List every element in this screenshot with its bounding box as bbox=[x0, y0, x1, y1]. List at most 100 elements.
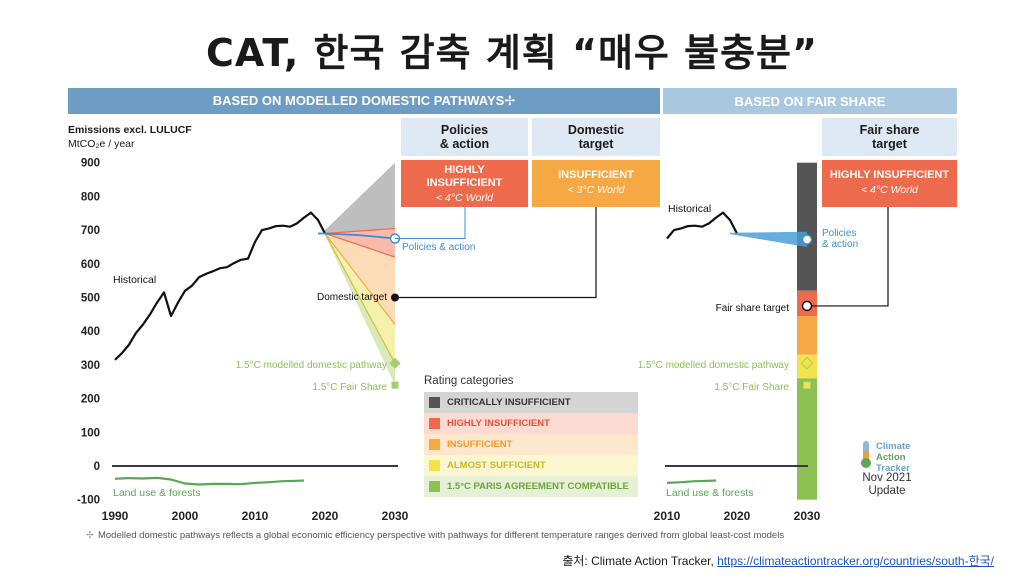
update-date: Nov 2021 Update bbox=[854, 472, 920, 498]
fair-share-banner: BASED ON FAIR SHARE bbox=[663, 88, 957, 114]
fairshare-rating-box: HIGHLY INSUFFICIENT < 4°C World bbox=[822, 160, 957, 207]
policies-rating-label: HIGHLY INSUFFICIENT bbox=[426, 164, 503, 189]
page-title: CAT, 한국 감축 계획 “매우 불충분” bbox=[206, 31, 818, 75]
source-prefix: 출처: Climate Action Tracker, bbox=[562, 554, 718, 568]
domestic-rating-box: INSUFFICIENT < 3°C World bbox=[532, 160, 660, 207]
y-tick-label: 700 bbox=[81, 225, 100, 237]
y-tick-label: 300 bbox=[81, 360, 100, 372]
y-tick-label: 100 bbox=[81, 427, 100, 439]
domestic-target-point bbox=[391, 293, 399, 302]
fair-share-label: 1.5°C Fair Share bbox=[312, 382, 387, 393]
fair-share-segment bbox=[797, 316, 817, 355]
legend-label: ALMOST SUFFICIENT bbox=[447, 460, 546, 471]
modelled-pathway-point bbox=[389, 357, 401, 369]
cat-logo-text: Climate Action Tracker bbox=[876, 441, 910, 474]
x-tick-label: 2030 bbox=[382, 509, 409, 523]
historical-label: Historical bbox=[113, 274, 156, 286]
fair-share-segment bbox=[797, 162, 817, 291]
y-tick-label: 200 bbox=[81, 394, 100, 406]
domestic-rating-label: INSUFFICIENT bbox=[558, 169, 634, 181]
legend-swatch bbox=[429, 397, 440, 408]
legend-item: CRITICALLY INSUFFICIENT bbox=[424, 392, 638, 413]
x-tick-label: 2010 bbox=[654, 509, 681, 523]
range-boundary bbox=[324, 233, 396, 364]
fair-share-label: 1.5°C Fair Share bbox=[714, 382, 789, 393]
domestic-connector bbox=[399, 207, 597, 299]
x-tick-label: 1990 bbox=[102, 509, 129, 523]
legend-item: ALMOST SUFFICIENT bbox=[424, 455, 638, 476]
thermometer-icon bbox=[861, 441, 871, 468]
update-label: Update bbox=[868, 485, 906, 497]
modelled-pathway-label: 1.5°C modelled domestic pathway bbox=[638, 360, 789, 371]
policies-rating-box: HIGHLY INSUFFICIENT < 4°C World bbox=[401, 160, 528, 207]
logo-line3: Tracker bbox=[876, 463, 910, 474]
x-tick-label: 2000 bbox=[172, 509, 199, 523]
legend-swatch bbox=[429, 460, 440, 471]
source-line: 출처: Climate Action Tracker, https://clim… bbox=[562, 552, 994, 569]
policies-label: & action bbox=[822, 239, 858, 250]
legend-label: CRITICALLY INSUFFICIENT bbox=[447, 397, 571, 408]
footnote: ✢ Modelled domestic pathways reflects a g… bbox=[86, 530, 784, 541]
fair-share-point bbox=[803, 381, 811, 390]
modelled-pathway-label: 1.5°C modelled domestic pathway bbox=[236, 360, 387, 371]
legend-item: INSUFFICIENT bbox=[424, 434, 638, 455]
y-tick-label: -100 bbox=[77, 495, 100, 507]
x-tick-label: 2020 bbox=[724, 509, 751, 523]
range-boundary bbox=[324, 232, 396, 258]
y-axis-label: Emissions excl. LULUCF bbox=[68, 124, 192, 136]
modelled-pathways-banner: BASED ON MODELLED DOMESTIC PATHWAYS✢ bbox=[68, 88, 660, 114]
fairshare-header: Fair share target bbox=[822, 118, 957, 156]
historical-line bbox=[114, 211, 326, 361]
legend-item: 1.5°C PARIS AGREEMENT COMPATIBLE bbox=[424, 476, 638, 497]
domestic-header: Domestic target bbox=[532, 118, 660, 156]
fairshare-rating-label: HIGHLY INSUFFICIENT bbox=[829, 169, 950, 181]
rating-legend: Rating categories CRITICALLY INSUFFICIEN… bbox=[424, 372, 638, 497]
domestic-target-label: Domestic target bbox=[317, 292, 387, 303]
policies-rating-sub: < 4°C World bbox=[435, 192, 493, 204]
historical-line bbox=[666, 211, 738, 240]
y-tick-label: 900 bbox=[81, 158, 100, 170]
y-tick-label: 0 bbox=[94, 461, 100, 473]
x-tick-label: 2010 bbox=[242, 509, 269, 523]
fair-share-segment bbox=[797, 378, 817, 500]
fair-share-point bbox=[391, 381, 399, 389]
historical-label: Historical bbox=[668, 203, 711, 215]
legend-swatch bbox=[429, 418, 440, 429]
y-tick-label: 400 bbox=[81, 326, 100, 338]
fairshare-rating-sub: < 4°C World bbox=[860, 184, 918, 196]
legend-item: HIGHLY INSUFFICIENT bbox=[424, 413, 638, 434]
land-use-label: Land use & forests bbox=[113, 487, 201, 499]
logo-line2: Action bbox=[876, 452, 906, 463]
range-band bbox=[325, 233, 395, 386]
policies-header: Policies & action bbox=[401, 118, 528, 156]
legend-title: Rating categories bbox=[424, 375, 514, 387]
x-tick-label: 2030 bbox=[794, 509, 821, 523]
cross-icon: ✢ bbox=[86, 530, 94, 541]
logo-line1: Climate bbox=[876, 441, 911, 452]
policies-point bbox=[801, 234, 813, 245]
modelled-pathway-point bbox=[800, 356, 814, 370]
policies-label: Policies & action bbox=[402, 242, 475, 253]
x-tick-label: 2020 bbox=[312, 509, 339, 523]
y-axis-unit: MtCO₂e / year bbox=[68, 138, 135, 150]
policies-line bbox=[318, 232, 396, 240]
legend-swatch bbox=[429, 439, 440, 450]
y-tick-label: 500 bbox=[81, 293, 100, 305]
land-use-line bbox=[114, 476, 305, 486]
range-band bbox=[325, 162, 395, 234]
update-date-text: Nov 2021 bbox=[862, 472, 912, 484]
policies-label: Policies bbox=[822, 228, 856, 239]
fair-share-target-label: Fair share target bbox=[716, 303, 790, 314]
legend-label: INSUFFICIENT bbox=[447, 439, 513, 450]
land-use-label: Land use & forests bbox=[666, 487, 754, 499]
footnote-text: Modelled domestic pathways reflects a gl… bbox=[97, 530, 785, 541]
range-band bbox=[325, 228, 395, 258]
y-tick-label: 800 bbox=[81, 191, 100, 203]
range-boundary bbox=[324, 227, 396, 235]
legend-swatch bbox=[429, 481, 440, 492]
policies-band bbox=[730, 231, 807, 247]
legend-label: HIGHLY INSUFFICIENT bbox=[447, 418, 550, 429]
range-boundary bbox=[324, 233, 396, 325]
source-link[interactable]: https://climateactiontracker.org/countri… bbox=[717, 554, 994, 568]
